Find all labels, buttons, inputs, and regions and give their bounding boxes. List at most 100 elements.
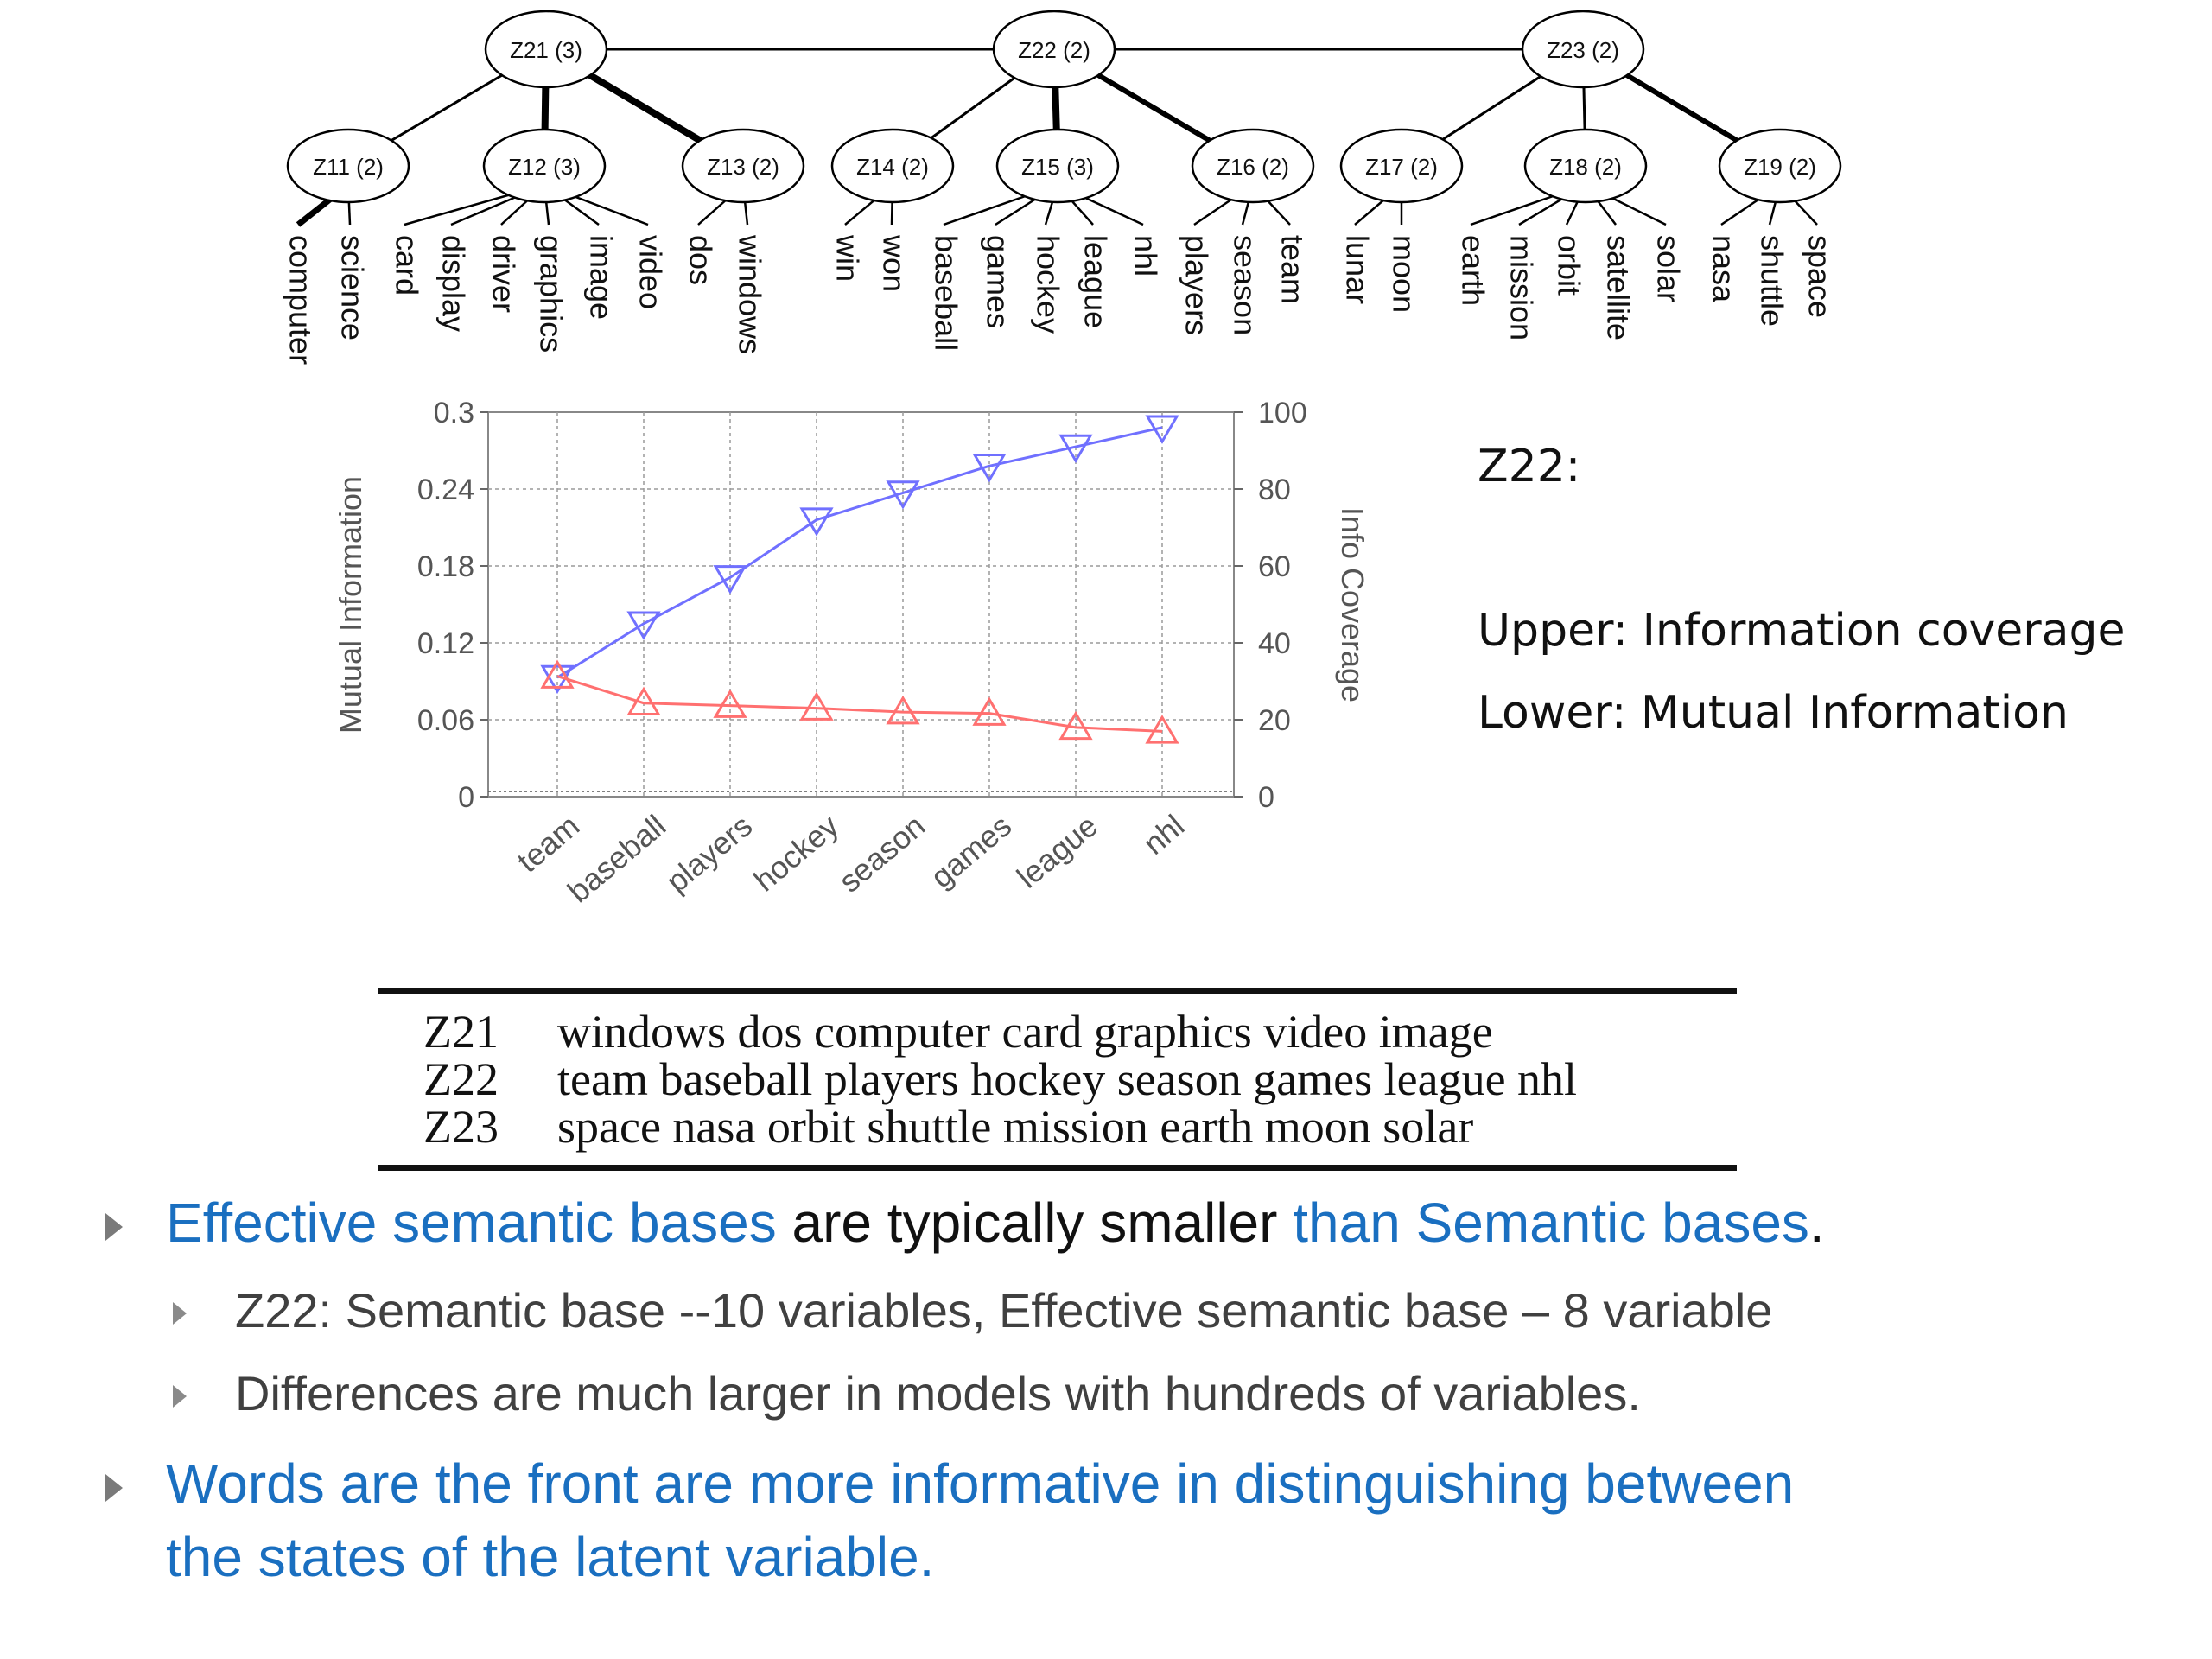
tree-node-z11 — [286, 128, 410, 204]
tree-word-baseball: baseball — [928, 235, 963, 351]
bullet-words-front-line1: Words are the front are more informative… — [166, 1452, 1795, 1515]
info-coverage-chart: 0 0.06 0.12 0.18 0.24 0.3 0 20 40 60 80 100 Mutual I… — [333, 397, 1370, 910]
tree-word-orbit: orbit — [1551, 235, 1586, 296]
tree-word-graphics: graphics — [533, 235, 569, 353]
tree-word-team: team — [1274, 235, 1310, 304]
tree-word-satellite: satellite — [1600, 235, 1636, 340]
x-tick-label-players: players — [659, 808, 759, 899]
tree-node-z13 — [681, 128, 805, 204]
y-tick-label: 0.24 — [417, 474, 474, 506]
data-point-mutual-information — [540, 659, 575, 689]
data-point-mutual-information — [626, 686, 661, 715]
data-point-info-coverage — [799, 507, 834, 537]
data-point-mutual-information — [713, 689, 747, 718]
y-right-tick-label: 100 — [1258, 397, 1307, 429]
data-point-info-coverage — [626, 611, 661, 640]
x-tick-label-games: games — [924, 808, 1018, 895]
tree-word-won: won — [876, 234, 912, 292]
tree-word-dos: dos — [683, 235, 718, 285]
tree-node-label: Z19 (2) — [1744, 154, 1816, 180]
y-axis-label: Mutual Information — [333, 476, 368, 734]
tree-node-z17 — [1339, 128, 1464, 204]
data-point-info-coverage — [713, 565, 747, 594]
annotation-title: Z22: — [1478, 441, 1581, 493]
tree-word-image: image — [583, 235, 619, 320]
tree-word-computer: computer — [283, 235, 318, 365]
tree-word-science: science — [334, 235, 370, 340]
tree-node-z14 — [830, 128, 955, 204]
tree-word-space: space — [1802, 235, 1837, 318]
y-tick-label: 0 — [458, 781, 474, 814]
table-row-words: team baseball players hockey season game… — [557, 1053, 1578, 1105]
tree-node-z21 — [484, 10, 608, 89]
bullet-part: than Semantic bases — [1293, 1192, 1809, 1254]
bullet-words-front-line2: the states of the latent variable. — [166, 1526, 935, 1588]
y-tick-label: 0.12 — [417, 627, 474, 660]
y-tick-label: 0.3 — [434, 397, 474, 429]
sub-bullet-z22: Z22: Semantic base --10 variables, Effec… — [235, 1283, 1773, 1338]
data-point-info-coverage — [1058, 434, 1093, 464]
tree-node-label: Z17 (2) — [1365, 154, 1438, 180]
sub-bullet-differences: Differences are much larger in models wi… — [235, 1366, 1641, 1421]
x-tick-label-baseball: baseball — [561, 808, 672, 910]
x-tick-label-team: team — [510, 808, 586, 880]
y-right-axis-label: Info Coverage — [1335, 507, 1370, 702]
table-row-id: Z23 — [423, 1101, 499, 1153]
data-point-info-coverage — [886, 480, 920, 510]
tree-word-earth: earth — [1455, 235, 1491, 306]
tree-node-z15 — [995, 128, 1120, 204]
data-point-mutual-information — [972, 696, 1007, 726]
table-row-words: space nasa orbit shuttle mission earth m… — [557, 1101, 1474, 1153]
data-point-mutual-information — [886, 695, 920, 725]
tree-word-hockey: hockey — [1030, 235, 1065, 334]
x-tick-label-nhl: nhl — [1136, 808, 1191, 861]
tree-word-solar: solar — [1650, 235, 1686, 302]
bullet-part: . — [1808, 1192, 1825, 1254]
tree-word-mission: mission — [1503, 235, 1539, 340]
series-line-info-coverage — [556, 426, 1163, 679]
tree-node-z23 — [1521, 10, 1645, 89]
series-line-mutual-information — [556, 675, 1163, 733]
tree-word-players: players — [1179, 235, 1214, 335]
tree-node-label: Z11 (2) — [313, 154, 384, 180]
plot-area — [487, 411, 1235, 798]
tree-word-lunar: lunar — [1339, 235, 1375, 304]
data-point-mutual-information — [1145, 715, 1179, 744]
data-point-info-coverage — [972, 454, 1007, 483]
annotation-lower: Lower: Mutual Information — [1478, 687, 2069, 739]
tree-node-label: Z21 (3) — [510, 37, 582, 63]
tree-node-z16 — [1191, 128, 1315, 204]
tree-node-z12 — [482, 128, 607, 204]
tree-word-nhl: nhl — [1128, 235, 1163, 276]
table-row: Z22 team baseball players hockey season g… — [423, 1052, 1577, 1106]
table-row-id: Z22 — [423, 1053, 499, 1105]
tree-word-season: season — [1227, 235, 1262, 335]
x-tick-label-season: season — [832, 808, 931, 899]
tree-word-games: games — [980, 235, 1015, 328]
annotation-upper: Upper: Information coverage — [1478, 605, 2126, 657]
tree-word-video: video — [632, 235, 668, 309]
tree-node-label: Z16 (2) — [1217, 154, 1289, 180]
tree-word-card: card — [389, 235, 424, 296]
y-right-tick-label: 60 — [1258, 550, 1291, 583]
tree-word-league: league — [1077, 235, 1113, 328]
tree-node-label: Z22 (2) — [1018, 37, 1090, 63]
tree-node-z19 — [1718, 128, 1842, 204]
y-right-tick-label: 0 — [1258, 781, 1274, 814]
bullet-arrow-icon — [105, 1474, 123, 1502]
tree-node-z22 — [992, 10, 1116, 89]
data-point-mutual-information — [799, 691, 834, 721]
y-right-tick-label: 40 — [1258, 627, 1291, 660]
tree-word-win: win — [830, 234, 865, 282]
table-row: Z23 space nasa orbit shuttle mission eart… — [423, 1100, 1473, 1154]
tree-word-driver: driver — [486, 235, 521, 313]
table-row-words: windows dos computer card graphics video… — [557, 1006, 1493, 1058]
table-row-id: Z21 — [423, 1006, 499, 1058]
tree-word-nasa: nasa — [1706, 235, 1741, 303]
tree-node-label: Z18 (2) — [1549, 154, 1622, 180]
tree-node-label: Z23 (2) — [1547, 37, 1619, 63]
bullet-arrow-icon — [173, 1302, 187, 1325]
x-tick-label-hockey: hockey — [747, 808, 845, 899]
tree-word-display: display — [435, 235, 471, 332]
bullet-effective-bases: Effective semantic bases are typically s… — [166, 1191, 1825, 1255]
